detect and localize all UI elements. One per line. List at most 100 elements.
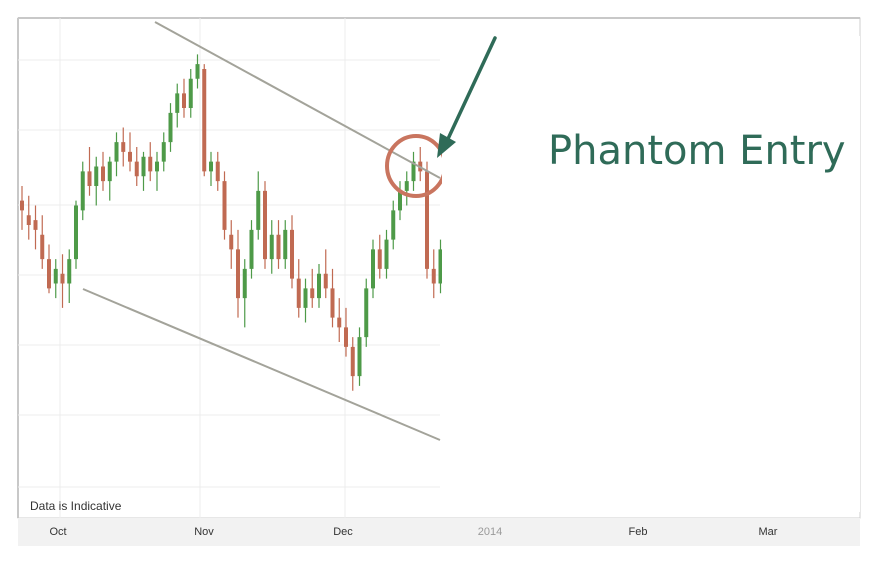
candle-bullish (141, 151, 146, 191)
candle-bearish (350, 337, 355, 391)
candle-body (323, 273, 328, 289)
candle-body (431, 268, 436, 284)
candle-bearish (40, 215, 45, 269)
candle-body (121, 142, 126, 152)
candle-body (425, 171, 429, 269)
candle-bullish (357, 327, 362, 386)
candle-bullish (94, 156, 99, 206)
candle-bullish (161, 132, 166, 172)
candle-body (256, 190, 261, 230)
candle-bearish (60, 254, 65, 308)
candle-body (161, 142, 166, 162)
candle-bearish (296, 259, 301, 318)
candle-bullish (411, 151, 416, 191)
candle-bullish (168, 103, 173, 152)
candle-bullish (371, 239, 375, 299)
candle-body (249, 229, 254, 269)
candle-body (283, 229, 288, 260)
candle-bullish (249, 220, 254, 279)
candle-body (411, 161, 416, 182)
candle-body (384, 239, 389, 269)
candle-bearish (425, 161, 429, 279)
candle-bearish (290, 215, 294, 289)
candle-body (263, 190, 267, 260)
candle-body (350, 346, 355, 377)
candle-bullish (175, 83, 180, 128)
candle-body (107, 161, 112, 182)
candle-body (87, 171, 92, 186)
candle-bearish (222, 171, 227, 240)
arrow-shaft (445, 36, 497, 143)
candle-body (80, 171, 85, 211)
candle-bullish (67, 249, 72, 303)
candle-body (371, 249, 375, 289)
candle-body (26, 215, 31, 225)
candle-bearish (215, 151, 220, 191)
candle-body (74, 205, 78, 260)
candle-body (398, 190, 402, 211)
candle-body (128, 151, 132, 162)
candle-body (195, 64, 200, 79)
candle-bullish (283, 220, 288, 269)
candle-bullish (364, 278, 369, 347)
candle-body (344, 327, 348, 347)
candle-body (94, 166, 99, 186)
candle-body (296, 278, 301, 308)
candle-bearish (310, 268, 315, 308)
candle-body (337, 317, 342, 328)
candle-body (377, 249, 382, 269)
phantom-entry-label: Phantom Entry (548, 128, 846, 174)
candle-body (40, 234, 45, 260)
candle-bullish (53, 259, 58, 299)
candle-bullish (303, 278, 308, 323)
candle-body (310, 288, 315, 299)
candle-bearish (33, 205, 38, 250)
candle-body (209, 161, 213, 172)
candle-body (330, 288, 335, 318)
candle-bearish (236, 229, 240, 318)
candle-body (141, 156, 146, 177)
candle-body (53, 268, 58, 284)
x-tick-label: Mar (759, 526, 778, 538)
candle-bearish (47, 244, 51, 294)
candle-bearish (134, 147, 139, 186)
arrow-head (437, 133, 456, 158)
x-tick-label: Dec (333, 526, 353, 538)
candle-bullish (209, 151, 213, 186)
candle-body (168, 112, 173, 143)
x-tick-label: Oct (49, 526, 66, 538)
candle-body (188, 78, 193, 108)
candle-bearish (330, 268, 335, 328)
x-axis-band (18, 518, 860, 546)
candle-bearish (121, 127, 126, 167)
candle-bullish (195, 54, 200, 89)
blank-region (442, 36, 860, 512)
x-tick-label: 2014 (478, 526, 502, 538)
x-tick-label: Nov (194, 526, 214, 538)
candle-bullish (242, 259, 247, 328)
candle-bearish (182, 78, 186, 118)
candle-body (222, 181, 227, 230)
candle-body (101, 166, 105, 182)
candle-bearish (20, 186, 24, 230)
candle-bearish (202, 64, 207, 177)
candle-bullish (398, 181, 402, 221)
candle-bullish (74, 200, 78, 269)
candle-body (317, 273, 321, 299)
x-tick-label: Feb (629, 526, 648, 538)
candle-body (215, 161, 220, 182)
candle-bearish (229, 220, 234, 269)
candle-body (175, 93, 180, 113)
candle-body (114, 142, 119, 162)
candle-body (67, 259, 72, 284)
candle-bearish (323, 249, 328, 299)
candle-bullish (107, 156, 112, 201)
candle-bullish (391, 200, 396, 250)
candle-body (202, 69, 207, 172)
candle-body (134, 161, 139, 177)
candle-bullish (155, 151, 159, 191)
candle-body (276, 234, 281, 260)
channel-lower-line (82, 288, 441, 441)
candle-body (182, 93, 186, 108)
candle-bullish (317, 264, 321, 308)
